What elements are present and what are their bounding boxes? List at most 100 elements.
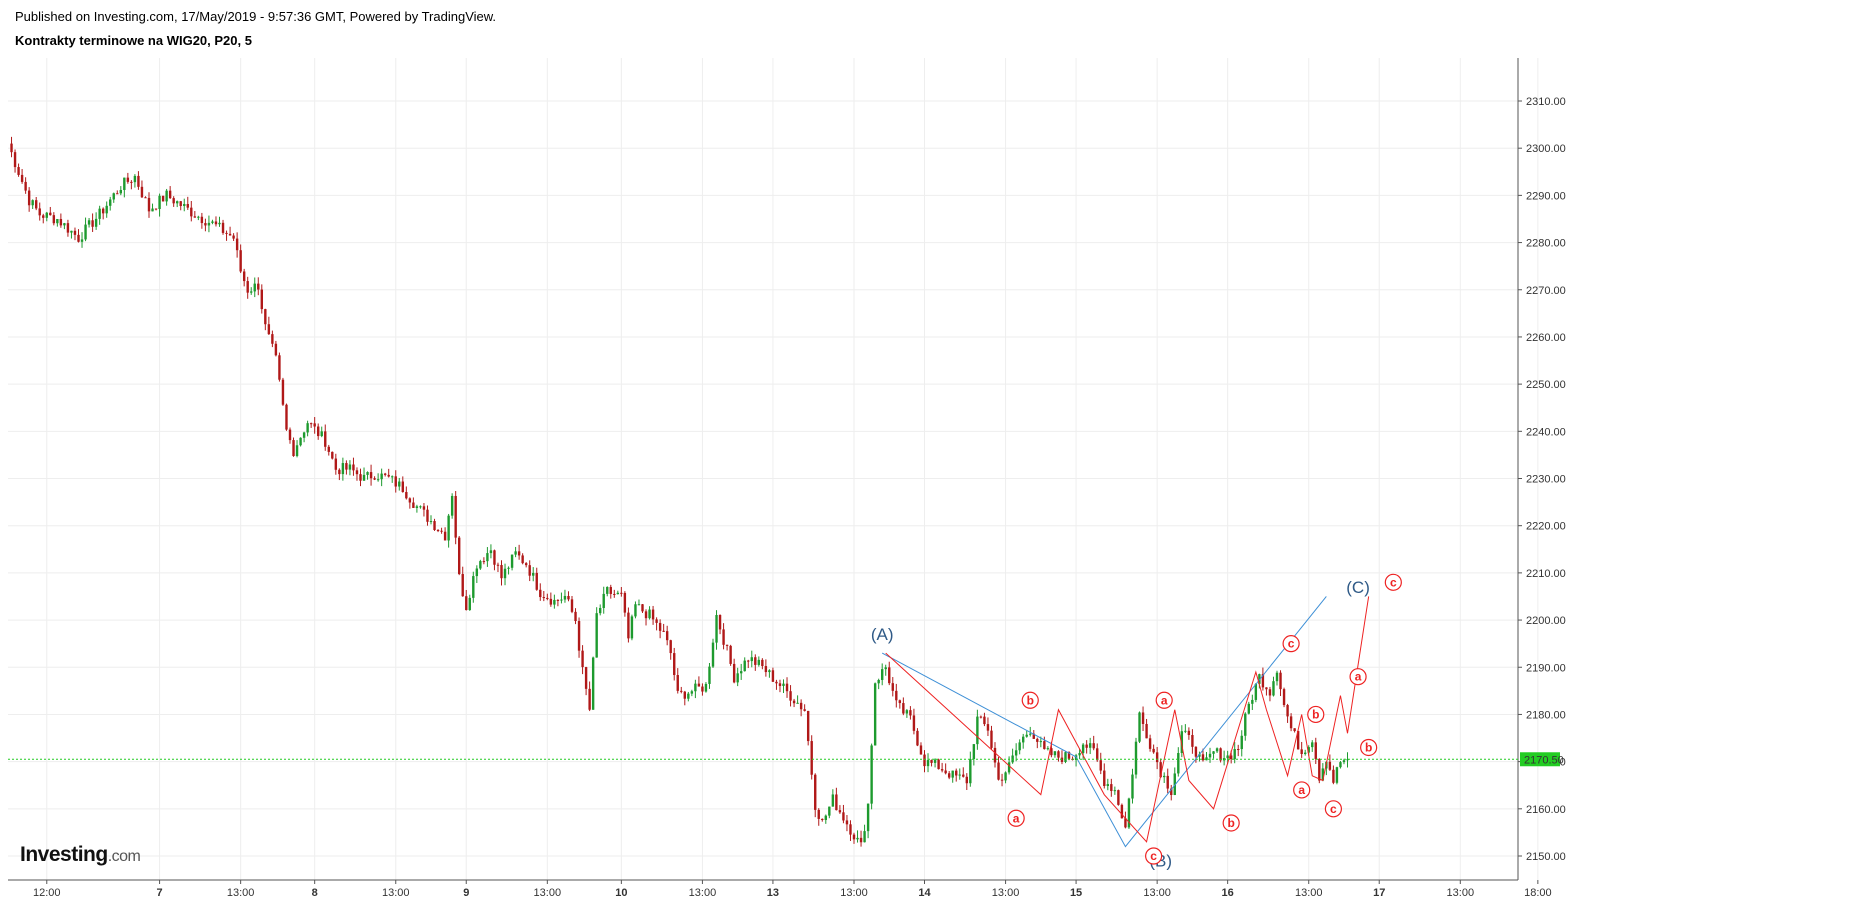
candle-body [771, 670, 775, 682]
candle-body [821, 818, 824, 821]
candle-body [577, 621, 581, 651]
candle-body [1159, 762, 1162, 778]
candle-body [158, 195, 161, 210]
y-tick-label: 2280.00 [1526, 238, 1566, 250]
candle-body [599, 607, 602, 614]
candle-body [267, 324, 271, 335]
candle-body [556, 599, 560, 601]
candle-body [1103, 770, 1106, 786]
candle-body [419, 506, 422, 508]
wave-red-line [885, 596, 1370, 843]
candle-body [299, 437, 302, 446]
wave-label-blue: (C) [1346, 578, 1370, 597]
candle-body [644, 611, 648, 619]
candle-body [732, 663, 736, 683]
candle-body [91, 220, 94, 227]
candle-body [324, 431, 327, 447]
chart-title: Kontrakty terminowe na WIG20, P20, 5 [15, 33, 252, 48]
candle-body [764, 666, 768, 673]
candle-body [891, 683, 894, 691]
candle-body [1229, 755, 1233, 760]
candle-body [665, 631, 669, 641]
candle-body [317, 426, 320, 437]
candle-body [916, 730, 919, 746]
candle-body [1328, 761, 1332, 770]
candle-body [369, 472, 373, 479]
candle-body [186, 203, 189, 208]
logo-suffix: .com [107, 848, 141, 865]
candle-body [426, 509, 429, 522]
candle-body [387, 474, 390, 477]
candle-body [232, 235, 235, 239]
candle-body [570, 599, 574, 612]
candle-body [260, 289, 263, 310]
candle-body [172, 198, 175, 204]
candle-body [479, 561, 482, 569]
candle-body [859, 837, 863, 843]
candle-body [1057, 751, 1060, 758]
wave-label-red: b [1312, 707, 1319, 721]
candle-body [817, 809, 820, 819]
y-tick-label: 2300.00 [1526, 143, 1566, 155]
candle-body [87, 220, 91, 225]
candle-body [1321, 768, 1325, 781]
wave-label-circle [1324, 800, 1343, 818]
candle-body [1307, 747, 1310, 753]
candle-body [447, 515, 450, 541]
candle-body [814, 774, 817, 810]
candle-body [503, 568, 507, 579]
candle-body [271, 334, 274, 344]
candle-body [433, 521, 436, 531]
candle-body [334, 458, 338, 470]
x-tick-label: 7 [157, 887, 163, 899]
candle-body [870, 745, 873, 804]
candle-body [655, 619, 658, 623]
candle-body [373, 478, 376, 480]
candle-body [179, 201, 182, 207]
candle-body [962, 774, 965, 777]
candle-body [465, 596, 468, 611]
candle-body [1251, 699, 1254, 704]
candle-body [77, 234, 80, 242]
candle-body [500, 565, 503, 579]
candle-body [750, 657, 753, 662]
candle-body [302, 432, 306, 438]
candle-body [866, 803, 870, 832]
candle-body [933, 759, 937, 763]
candle-body [810, 741, 813, 775]
candle-body [694, 683, 697, 692]
candle-body [1007, 762, 1011, 773]
y-tick-label: 2160.00 [1526, 804, 1566, 816]
candle-body [1191, 735, 1194, 747]
candle-body [856, 837, 859, 840]
candle-body [1237, 749, 1240, 751]
candle-body [510, 554, 514, 568]
candle-body [133, 175, 137, 183]
candle-body [376, 479, 380, 481]
candle-body [658, 622, 662, 631]
x-tick-label: 15 [1070, 887, 1082, 899]
candle-body [1106, 784, 1109, 786]
candle-body [140, 186, 144, 198]
candle-body [648, 609, 651, 619]
y-tick-label: 2250.00 [1526, 379, 1566, 391]
candle-body [380, 473, 383, 480]
candle-body [1296, 731, 1300, 750]
candle-body [1300, 749, 1303, 754]
candle-body [722, 629, 725, 645]
candle-body [1138, 712, 1141, 742]
candle-body [1155, 752, 1159, 763]
candle-body [94, 218, 98, 227]
candle-body [440, 530, 443, 532]
candle-body [549, 598, 553, 605]
candle-body [595, 613, 598, 658]
candle-body [1286, 705, 1289, 717]
candle-body [1293, 728, 1296, 732]
candle-body [1258, 674, 1261, 684]
candle-body [161, 195, 165, 202]
investing-logo: Investing.com [20, 843, 141, 867]
candle-body [17, 167, 20, 175]
candle-body [183, 203, 186, 207]
candle-body [909, 710, 912, 716]
